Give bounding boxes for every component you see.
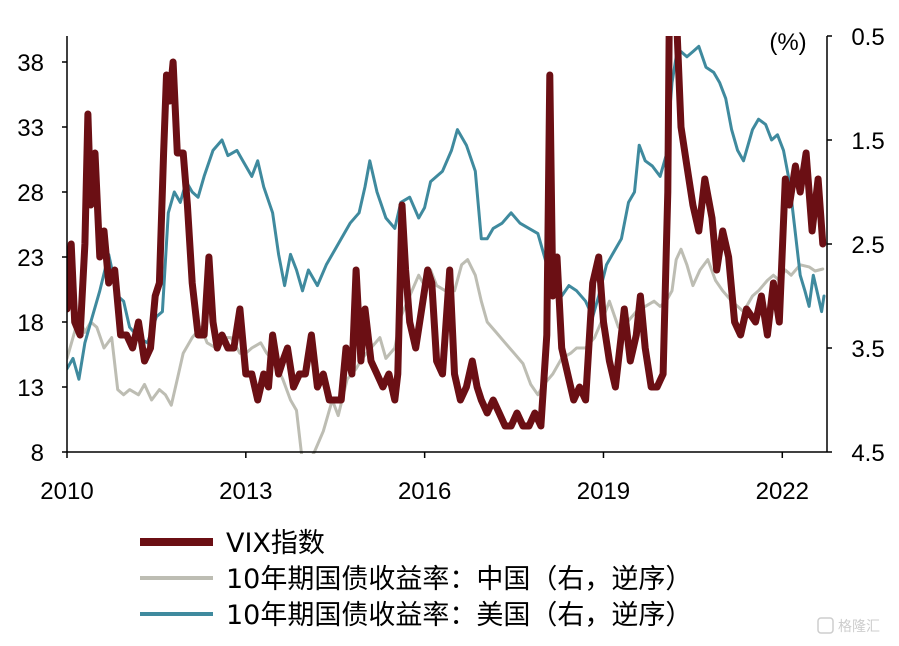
series-line-3 bbox=[67, 44, 826, 381]
legend-item-2: 10年期国债收益率：中国（右，逆序） bbox=[140, 564, 692, 595]
right-axis-tick-label: 2.5 bbox=[851, 232, 884, 259]
left-axis-tick-label: 38 bbox=[17, 50, 44, 77]
legend: VIX指数 10年期国债收益率：中国（右，逆序） 10年期国债收益率：美国（右，逆序… bbox=[140, 528, 692, 631]
ticks-layer: 8 13 18 23 28 33 38 0.5 1.5 2.5 3.5 4.5 2010 2013 2016… bbox=[17, 24, 884, 505]
x-axis-tick-label: 2013 bbox=[219, 478, 272, 505]
right-axis-tick-label: 3.5 bbox=[851, 336, 884, 363]
series-layer bbox=[67, 36, 827, 454]
x-axis-tick-label: 2016 bbox=[398, 478, 451, 505]
watermark-logo-icon bbox=[817, 617, 834, 634]
left-axis-tick-label: 28 bbox=[17, 180, 44, 207]
right-axis-tick-label: 1.5 bbox=[851, 128, 884, 155]
left-axis-tick-label: 33 bbox=[17, 115, 44, 142]
right-axis-unit: (%) bbox=[769, 29, 806, 56]
watermark-text: 格隆汇 bbox=[838, 619, 880, 635]
left-axis-tick-label: 18 bbox=[17, 310, 44, 337]
watermark: 格隆汇 bbox=[817, 617, 880, 635]
right-axis-tick-label: 0.5 bbox=[851, 24, 884, 51]
legend-label: 10年期国债收益率：中国（右，逆序） bbox=[226, 564, 692, 595]
left-axis-tick-label: 8 bbox=[31, 440, 44, 467]
legend-item-1: VIX指数 bbox=[140, 528, 325, 559]
series-line-2 bbox=[67, 247, 825, 454]
legend-item-3: 10年期国债收益率：美国（右，逆序） bbox=[140, 600, 692, 631]
left-axis-tick-label: 13 bbox=[17, 375, 44, 402]
series-line-1 bbox=[67, 36, 827, 430]
x-axis-tick-label: 2022 bbox=[756, 478, 809, 505]
x-axis-tick-label: 2019 bbox=[577, 478, 630, 505]
left-axis-tick-label: 23 bbox=[17, 245, 44, 272]
right-axis-tick-label: 4.5 bbox=[851, 440, 884, 467]
legend-label: VIX指数 bbox=[226, 528, 325, 559]
x-axis-tick-label: 2010 bbox=[40, 478, 93, 505]
legend-label: 10年期国债收益率：美国（右，逆序） bbox=[226, 600, 692, 631]
